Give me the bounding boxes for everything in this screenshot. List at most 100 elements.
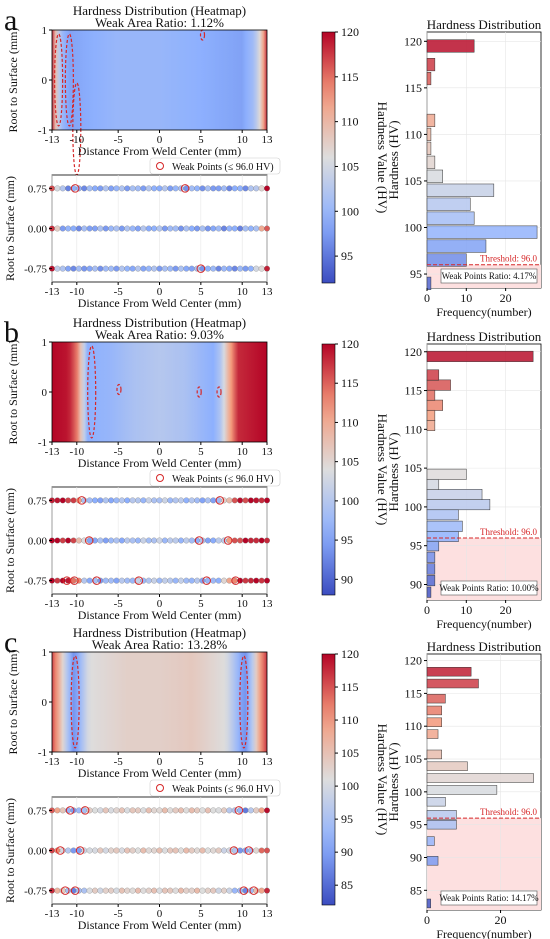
hardness-point [97, 225, 104, 232]
hardness-point [108, 887, 115, 894]
hist-xlabel: Frequency(number) [436, 617, 531, 631]
hardness-point [258, 537, 265, 544]
hardness-point [140, 265, 147, 272]
panel-b: b Hardness Distribution (Heatmap)Weak Are… [3, 315, 542, 631]
hardness-point [183, 497, 190, 504]
hardness-point [188, 847, 195, 854]
hardness-point [258, 847, 265, 854]
weak-point-marker [215, 496, 225, 505]
hardness-point [97, 807, 104, 814]
hardness-point [188, 265, 195, 272]
hardness-point [113, 185, 120, 192]
hardness-point [178, 225, 184, 232]
hist-bar [426, 586, 432, 598]
hardness-point [54, 265, 61, 272]
hardness-point [178, 497, 184, 504]
hardness-point [151, 225, 158, 232]
heatmap-xtick-label: 5 [198, 756, 204, 768]
heatmap-xtick-label: -5 [114, 134, 124, 146]
hardness-point [92, 225, 98, 232]
weak-point-marker [92, 576, 101, 585]
hardness-point [129, 887, 136, 894]
hardness-point [253, 265, 260, 272]
hardness-point [118, 807, 125, 814]
hardness-point [102, 887, 109, 894]
hist-ytick-label: 110 [404, 127, 422, 141]
heatmap-title: Hardness Distribution (Heatmap) [73, 3, 246, 18]
points-xtick-label: -13 [45, 598, 60, 610]
hardness-point [135, 537, 141, 544]
hardness-point [264, 807, 270, 814]
hardness-point [183, 807, 190, 814]
hardness-point [172, 265, 179, 272]
hardness-point [97, 537, 104, 544]
weak-region-contour [87, 345, 97, 439]
hardness-point [194, 847, 201, 854]
hardness-point [145, 847, 152, 854]
hardness-point [167, 185, 174, 192]
colorbar-tick-label: 90 [341, 572, 353, 586]
hardness-point [156, 577, 163, 584]
hardness-point [129, 847, 136, 854]
hardness-point [172, 225, 179, 232]
hardness-point [226, 225, 233, 232]
hardness-point [178, 537, 184, 544]
colorbar-tick-label: 105 [341, 746, 359, 760]
hardness-point [102, 807, 109, 814]
hardness-point [108, 185, 115, 192]
hardness-point [247, 807, 254, 814]
hist-bar [426, 419, 436, 431]
hist-ytick-label: 90 [410, 850, 422, 864]
hardness-point [231, 265, 238, 272]
hardness-point [102, 537, 109, 544]
weak-point-marker [65, 806, 75, 815]
hardness-point [113, 847, 120, 854]
hardness-point [75, 577, 82, 584]
hist-bar [426, 239, 487, 253]
hardness-point [75, 537, 82, 544]
hist-bar [426, 667, 472, 677]
hardness-point [204, 847, 211, 854]
hardness-point [102, 225, 109, 232]
colorbar-tick-label: 90 [341, 845, 353, 859]
weak-region-contour [239, 655, 249, 749]
hardness-point [210, 265, 217, 272]
hardness-point [210, 497, 217, 504]
panel-a: a Hardness Distribution (Heatmap)Weak Are… [3, 3, 542, 319]
points-xlabel: Distance From Weld Center (mm) [78, 296, 241, 310]
hardness-point [199, 225, 206, 232]
heatmap-field [52, 652, 267, 752]
heatmap-xtick-label: -5 [114, 756, 124, 768]
hardness-point [124, 847, 131, 854]
hardness-point [178, 807, 184, 814]
hardness-point [108, 225, 115, 232]
weak-point-marker [70, 576, 79, 585]
hardness-point [183, 265, 190, 272]
hardness-point [221, 887, 227, 894]
hardness-point [161, 887, 168, 894]
weak-point-marker [60, 886, 70, 895]
hist-bar [426, 530, 459, 542]
colorbar-tick-label: 110 [341, 115, 359, 129]
hardness-point [204, 807, 211, 814]
hardness-point [129, 265, 136, 272]
colorbar-tick-label: 120 [341, 647, 359, 661]
points-xtick-label: 10 [237, 598, 249, 610]
hardness-point [108, 807, 115, 814]
hardness-point [54, 887, 61, 894]
colorbar [321, 343, 336, 596]
colorbar-tick-label: 105 [341, 159, 359, 173]
points-xtick-label: -10 [69, 286, 84, 298]
heatmap-ytick-label: -1 [38, 437, 47, 449]
hardness-point [237, 225, 244, 232]
hardness-point [172, 537, 179, 544]
hist-bar [426, 898, 431, 909]
heatmap-ytick-label: 1 [42, 647, 48, 659]
heatmap-xlabel: Distance From Weld Center (mm) [78, 456, 241, 470]
hardness-point [242, 537, 249, 544]
weak-region-contour [54, 33, 64, 127]
hardness-point [145, 497, 152, 504]
hardness-point [140, 847, 147, 854]
hardness-point [140, 577, 147, 584]
